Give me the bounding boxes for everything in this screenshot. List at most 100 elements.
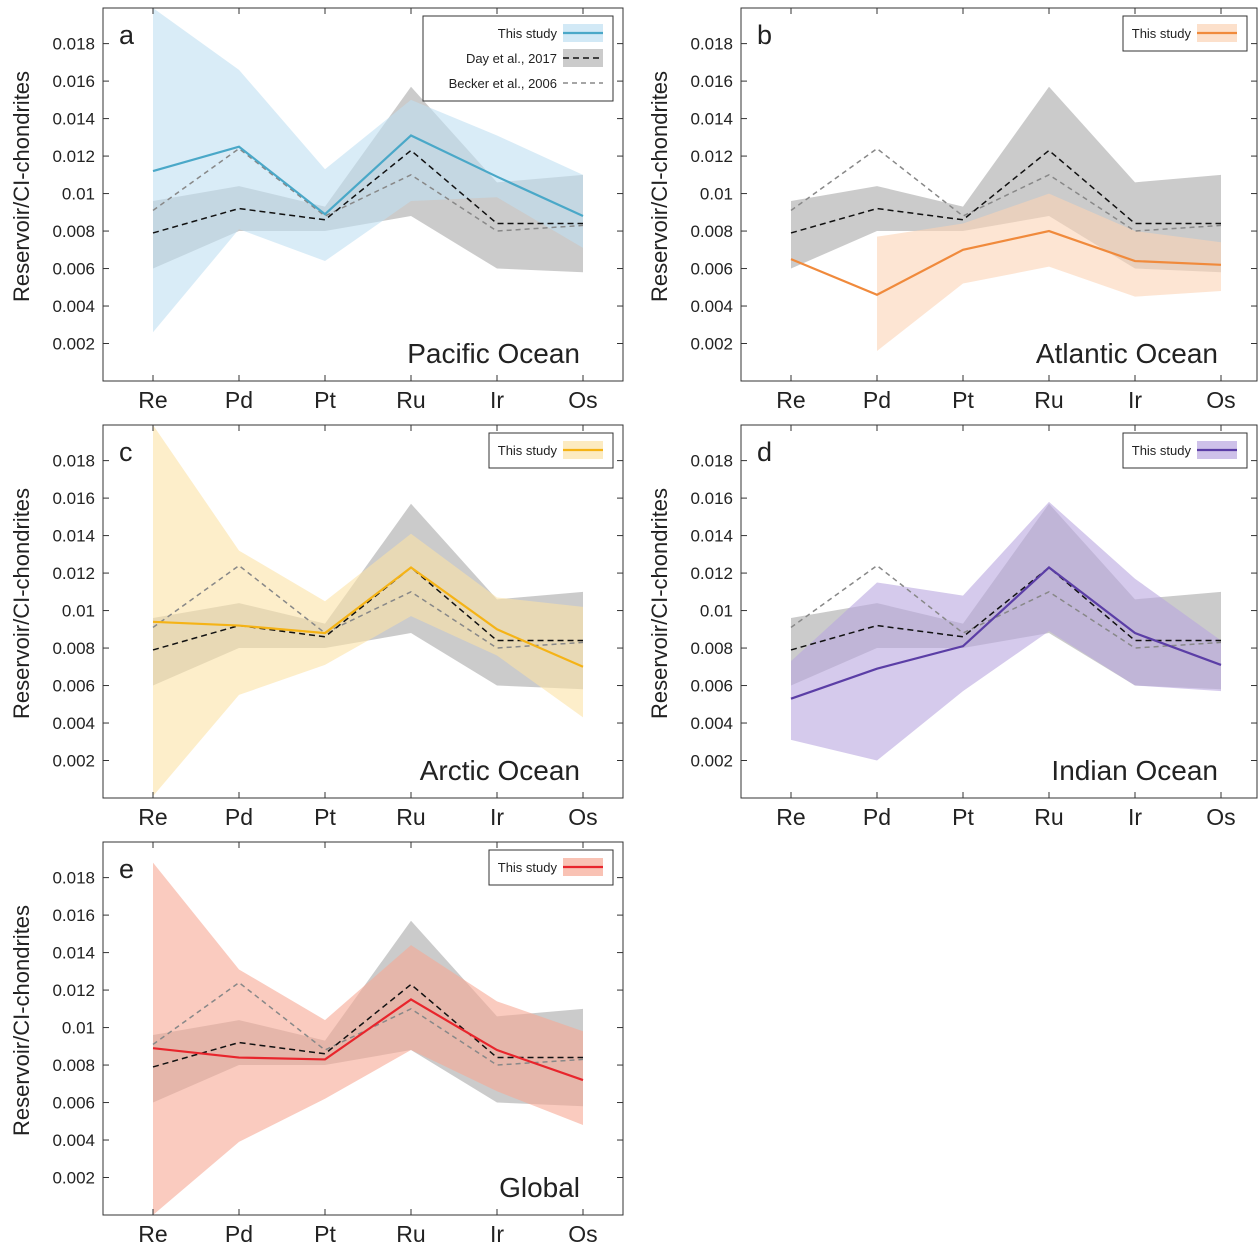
y-tick-label: 0.004: [690, 714, 733, 733]
y-tick-label: 0.01: [700, 185, 733, 204]
panel-label: b: [757, 20, 772, 50]
series-line: [152, 147, 584, 232]
x-tick-label: Os: [1206, 804, 1235, 830]
x-tick-label: Ru: [396, 387, 425, 413]
y-axis-label: Reservoir/CI-chondrites: [9, 905, 34, 1136]
x-tick-label: Re: [138, 1221, 167, 1245]
legend-label: This study: [498, 443, 558, 458]
x-tick-label: Os: [568, 804, 597, 830]
y-tick-label: 0.008: [690, 639, 733, 658]
x-tick-label: Ru: [396, 804, 425, 830]
range-band: [153, 425, 583, 797]
x-tick-label: Pt: [314, 804, 336, 830]
y-tick-label: 0.004: [690, 297, 733, 316]
y-tick-label: 0.006: [690, 260, 733, 279]
y-tick-label: 0.006: [52, 1094, 95, 1113]
x-tick-label: Re: [138, 387, 167, 413]
y-tick-label: 0.012: [52, 981, 95, 1000]
y-tick-label: 0.018: [52, 35, 95, 54]
y-tick-label: 0.012: [52, 147, 95, 166]
y-tick-label: 0.014: [690, 527, 733, 546]
y-tick-label: 0.014: [52, 110, 95, 129]
panel: 0.002 0.004 0.006 0.008 0.01 0.012 0.014 0.016 0…: [647, 7, 1258, 413]
legend-label: This study: [498, 860, 558, 875]
y-tick-label: 0.014: [52, 944, 95, 963]
y-tick-label: 0.018: [690, 452, 733, 471]
series-line: [152, 566, 584, 668]
y-tick-label: 0.018: [52, 869, 95, 888]
panel: 0.002 0.004 0.006 0.008 0.01 0.012 0.014 0.016 0…: [647, 424, 1258, 830]
y-tick-label: 0.006: [52, 260, 95, 279]
x-tick-label: Ru: [1034, 387, 1063, 413]
x-tick-label: Ir: [490, 804, 504, 830]
y-tick-label: 0.006: [690, 677, 733, 696]
series-line: [790, 149, 1221, 234]
panel-label: e: [119, 854, 134, 884]
y-tick-label: 0.016: [52, 906, 95, 925]
x-tick-label: Pd: [225, 1221, 253, 1245]
x-tick-label: Pt: [314, 387, 336, 413]
panel-annotation: Arctic Ocean: [420, 755, 580, 786]
series-line: [152, 566, 583, 651]
legend-label: This study: [1132, 443, 1192, 458]
y-tick-label: 0.006: [52, 677, 95, 696]
panel-label: a: [119, 20, 135, 50]
x-tick-label: Re: [138, 804, 167, 830]
y-tick-label: 0.008: [690, 222, 733, 241]
legend-label: This study: [1132, 26, 1192, 41]
x-tick-label: Re: [776, 804, 805, 830]
y-tick-label: 0.014: [52, 527, 95, 546]
y-tick-label: 0.008: [52, 222, 95, 241]
panel-label: c: [119, 437, 133, 467]
panel-annotation: Pacific Ocean: [407, 338, 580, 369]
series-line: [152, 564, 584, 649]
series-line: [790, 229, 1222, 296]
legend-label: This study: [498, 26, 558, 41]
range-band: [153, 862, 583, 1215]
panel-annotation: Global: [499, 1172, 580, 1203]
range-band: [791, 501, 1221, 761]
y-tick-label: 0.012: [690, 564, 733, 583]
panel-annotation: Atlantic Ocean: [1036, 338, 1218, 369]
x-tick-label: Ru: [1034, 804, 1063, 830]
x-tick-label: Ir: [490, 1221, 504, 1245]
x-tick-label: Ru: [396, 1221, 425, 1245]
y-tick-label: 0.008: [52, 639, 95, 658]
x-tick-label: Pt: [314, 1221, 336, 1245]
plot-frame: [102, 424, 624, 799]
y-tick-label: 0.016: [690, 72, 733, 91]
y-tick-label: 0.004: [52, 297, 95, 316]
y-tick-label: 0.004: [52, 1131, 95, 1150]
y-tick-label: 0.018: [52, 452, 95, 471]
y-tick-label: 0.01: [62, 1019, 95, 1038]
legend-label: Becker et al., 2006: [449, 76, 557, 91]
y-tick-label: 0.01: [62, 602, 95, 621]
panel-annotation: Indian Ocean: [1051, 755, 1218, 786]
x-tick-label: Ir: [1128, 387, 1142, 413]
x-tick-label: Pd: [225, 804, 253, 830]
y-axis-label: Reservoir/CI-chondrites: [647, 71, 672, 302]
y-axis-label: Reservoir/CI-chondrites: [9, 71, 34, 302]
x-tick-label: Os: [568, 387, 597, 413]
y-tick-label: 0.016: [690, 489, 733, 508]
y-tick-label: 0.002: [52, 1169, 95, 1188]
x-tick-label: Ir: [1128, 804, 1142, 830]
range-band: [877, 193, 1221, 352]
panel: 0.002 0.004 0.006 0.008 0.01 0.012 0.014 0.016 0…: [9, 841, 624, 1245]
y-tick-label: 0.016: [52, 72, 95, 91]
series-line: [152, 983, 583, 1068]
y-tick-label: 0.016: [52, 489, 95, 508]
y-tick-label: 0.01: [62, 185, 95, 204]
x-tick-label: Ir: [490, 387, 504, 413]
series-line: [790, 564, 1222, 649]
x-tick-label: Pd: [225, 387, 253, 413]
x-tick-label: Pt: [952, 804, 974, 830]
x-tick-label: Os: [1206, 387, 1235, 413]
y-tick-label: 0.004: [52, 714, 95, 733]
y-tick-label: 0.014: [690, 110, 733, 129]
x-tick-label: Re: [776, 387, 805, 413]
y-tick-label: 0.018: [690, 35, 733, 54]
y-tick-label: 0.012: [52, 564, 95, 583]
